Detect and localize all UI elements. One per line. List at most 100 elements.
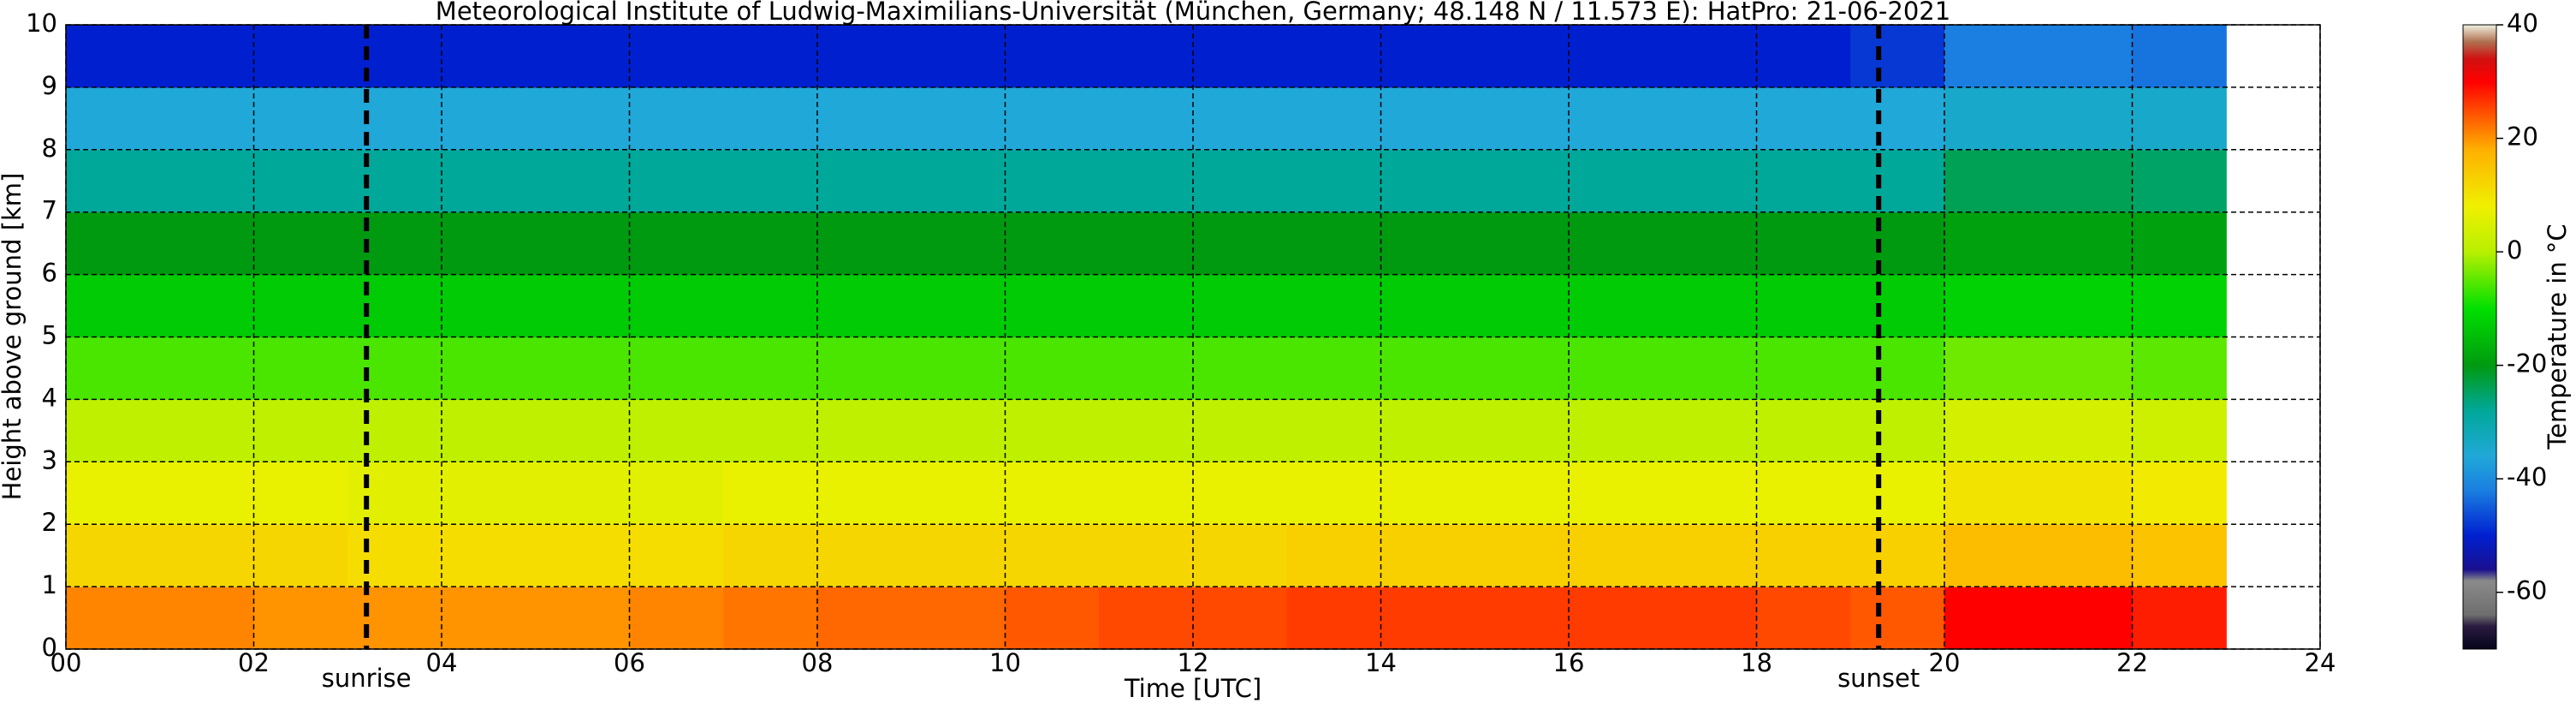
- heat-cell: [629, 462, 724, 525]
- heat-cell: [1756, 524, 1851, 587]
- colorbar-tick-label: -60: [2507, 576, 2547, 605]
- heat-cell: [1099, 337, 1194, 400]
- y-tick-label: 3: [42, 445, 57, 474]
- heat-cell: [535, 337, 631, 400]
- heat-cell: [1193, 399, 1288, 462]
- heat-cell: [253, 274, 348, 338]
- heat-cell: [1569, 25, 1664, 88]
- heat-cell: [442, 86, 537, 151]
- heat-cell: [535, 212, 631, 276]
- heat-cell: [1286, 25, 1382, 88]
- heat-cell: [535, 86, 631, 151]
- heat-cell: [159, 86, 255, 151]
- heat-cell: [1286, 86, 1382, 151]
- heat-cell: [2038, 25, 2134, 88]
- heat-cell: [1380, 149, 1475, 213]
- heat-cell: [159, 212, 255, 276]
- heat-cell: [723, 212, 818, 276]
- colorbar-label: Temperature in °C: [2543, 223, 2572, 450]
- heat-cell: [1662, 399, 1758, 462]
- heat-cell: [535, 462, 631, 525]
- heat-cell: [911, 399, 1006, 462]
- heat-cell: [1475, 399, 1570, 462]
- heat-cell: [1475, 25, 1570, 88]
- heat-cell: [1475, 86, 1570, 151]
- heat-cell: [1850, 149, 1945, 213]
- heat-cell: [535, 587, 631, 650]
- x-tick-label: 04: [426, 648, 458, 677]
- heat-cell: [347, 337, 442, 400]
- heat-cell: [66, 524, 161, 587]
- heat-cell: [629, 149, 724, 213]
- heat-cell: [1944, 587, 2039, 650]
- heat-cell: [1099, 399, 1194, 462]
- heat-cell: [1569, 524, 1664, 587]
- heat-cell: [2132, 212, 2227, 276]
- heat-cell: [1756, 587, 1851, 650]
- heat-cell: [253, 25, 348, 88]
- heat-cell: [159, 149, 255, 213]
- heat-cell: [723, 25, 818, 88]
- heat-cell: [2132, 587, 2227, 650]
- heat-cell: [1475, 274, 1570, 338]
- heat-cell: [1005, 86, 1100, 151]
- heat-cell: [1662, 337, 1758, 400]
- heat-cell: [347, 86, 442, 151]
- heat-cell: [253, 86, 348, 151]
- heat-cell: [2038, 524, 2134, 587]
- heat-cell: [629, 587, 724, 650]
- heat-cell: [1005, 524, 1100, 587]
- heat-cell: [1850, 524, 1945, 587]
- heat-cell: [442, 212, 537, 276]
- heat-cell: [1850, 274, 1945, 338]
- heat-cell: [911, 25, 1006, 88]
- y-tick-label: 5: [42, 321, 57, 350]
- heat-cell: [1850, 86, 1945, 151]
- x-tick-label: 08: [802, 648, 834, 677]
- heat-cell: [2038, 337, 2134, 400]
- heat-cell: [1850, 587, 1945, 650]
- x-tick-label: 06: [614, 648, 645, 677]
- heat-cell: [817, 462, 912, 525]
- heat-cell: [1850, 212, 1945, 276]
- heat-cell: [817, 399, 912, 462]
- heat-cell: [1099, 149, 1194, 213]
- heat-cell: [2038, 274, 2134, 338]
- heat-cell: [2038, 212, 2134, 276]
- heat-cell: [1380, 524, 1475, 587]
- heat-cell: [442, 399, 537, 462]
- heat-cell: [723, 399, 818, 462]
- heat-cell: [1286, 149, 1382, 213]
- heat-cell: [442, 337, 537, 400]
- x-tick-label: 12: [1178, 648, 1209, 677]
- heat-cell: [66, 337, 161, 400]
- heat-cell: [535, 399, 631, 462]
- heat-cell: [723, 587, 818, 650]
- colorbar-tick-label: 40: [2507, 9, 2538, 38]
- heat-cell: [2038, 462, 2134, 525]
- heat-cell: [66, 462, 161, 525]
- heat-cell: [1662, 86, 1758, 151]
- heat-cell: [723, 337, 818, 400]
- heat-cell: [2132, 337, 2227, 400]
- heat-cell: [1380, 212, 1475, 276]
- heat-cell: [2038, 587, 2134, 650]
- y-tick-label: 2: [42, 508, 57, 537]
- heat-cell: [347, 399, 442, 462]
- heat-cell: [159, 337, 255, 400]
- heat-cell: [911, 212, 1006, 276]
- heat-cell: [1099, 25, 1194, 88]
- heat-cell: [1944, 462, 2039, 525]
- x-tick-label: 16: [1553, 648, 1585, 677]
- heat-cell: [1005, 274, 1100, 338]
- heat-cell: [1380, 462, 1475, 525]
- heat-cell: [1475, 587, 1570, 650]
- heat-cell: [1286, 399, 1382, 462]
- heat-cell: [1944, 524, 2039, 587]
- heat-cell: [1662, 25, 1758, 88]
- heat-cell: [66, 274, 161, 338]
- heat-cell: [159, 524, 255, 587]
- heat-cell: [535, 149, 631, 213]
- heat-cell: [1005, 462, 1100, 525]
